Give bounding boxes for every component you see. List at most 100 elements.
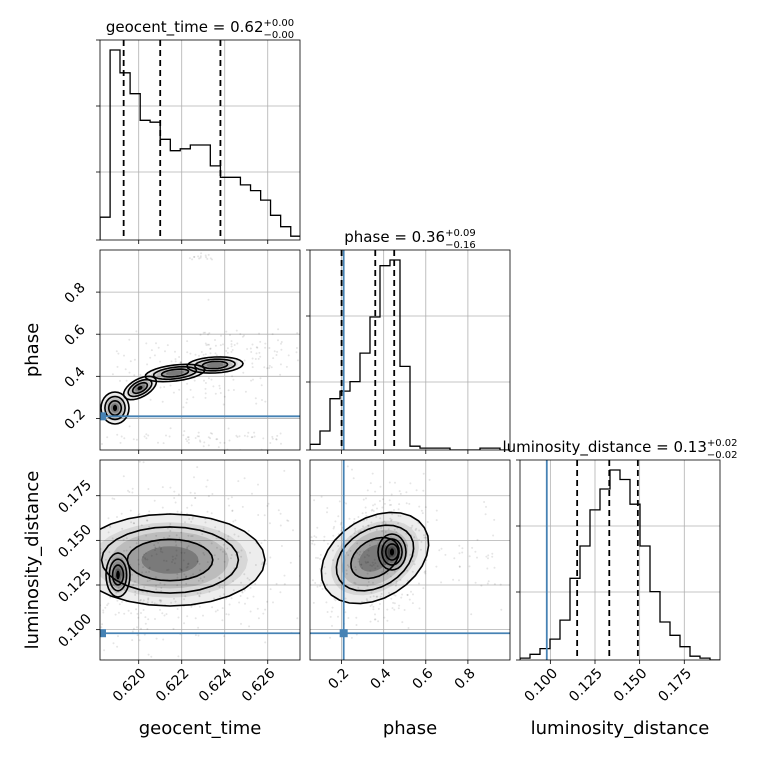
truth-marker bbox=[100, 629, 106, 638]
sample-point bbox=[397, 514, 400, 517]
sample-point bbox=[232, 589, 235, 592]
sample-point bbox=[52, 599, 54, 601]
sample-point bbox=[284, 599, 286, 601]
title-main: luminosity_distance = 0.13 bbox=[502, 438, 706, 457]
sample-point bbox=[381, 530, 384, 533]
sample-point bbox=[174, 557, 177, 560]
sample-point bbox=[116, 599, 119, 602]
sample-point bbox=[176, 584, 179, 587]
sample-point bbox=[144, 616, 147, 619]
sample-point bbox=[169, 523, 172, 525]
sample-point bbox=[227, 389, 230, 392]
sample-point bbox=[226, 347, 229, 350]
sample-point bbox=[166, 372, 169, 375]
sample-point bbox=[493, 583, 496, 586]
sample-point bbox=[249, 551, 251, 554]
sample-point bbox=[253, 435, 256, 438]
sample-point bbox=[153, 602, 156, 605]
sample-point bbox=[275, 438, 278, 441]
sample-point bbox=[386, 608, 389, 611]
sample-point bbox=[223, 560, 226, 563]
sample-point bbox=[198, 439, 201, 442]
sample-point bbox=[154, 618, 156, 620]
sample-point bbox=[111, 537, 114, 540]
sample-point bbox=[120, 435, 123, 438]
sample-point bbox=[239, 595, 242, 597]
sample-point bbox=[329, 615, 332, 618]
sample-point bbox=[368, 544, 371, 547]
sample-point bbox=[120, 512, 123, 515]
sample-point bbox=[148, 566, 151, 569]
sample-point bbox=[277, 339, 279, 342]
sample-point bbox=[226, 351, 229, 354]
sample-point bbox=[218, 530, 221, 533]
sample-point bbox=[146, 363, 149, 366]
sample-point bbox=[355, 568, 358, 571]
sample-point bbox=[458, 552, 461, 555]
sample-point bbox=[371, 508, 374, 511]
sample-point bbox=[395, 582, 398, 585]
sample-point bbox=[365, 497, 367, 500]
sample-point bbox=[422, 489, 425, 492]
sample-point bbox=[264, 400, 267, 403]
sample-point bbox=[461, 551, 464, 554]
sample-point bbox=[175, 544, 178, 547]
sample-point bbox=[199, 577, 202, 580]
density-contour bbox=[111, 564, 125, 586]
sample-point bbox=[204, 521, 207, 524]
sample-point bbox=[217, 446, 220, 449]
density-core bbox=[116, 570, 120, 580]
sample-point bbox=[187, 563, 190, 566]
sample-point bbox=[225, 613, 228, 616]
sample-point bbox=[228, 439, 231, 442]
sample-point bbox=[144, 557, 146, 560]
sample-point bbox=[418, 529, 421, 532]
sample-point bbox=[200, 252, 203, 255]
sample-point bbox=[248, 578, 251, 581]
sample-point bbox=[371, 472, 374, 475]
density-contour bbox=[107, 399, 123, 417]
sample-point bbox=[192, 396, 195, 399]
sample-point bbox=[408, 598, 411, 601]
sample-point bbox=[109, 526, 112, 529]
sample-point bbox=[238, 435, 241, 438]
sample-point bbox=[381, 506, 384, 509]
sample-point bbox=[362, 498, 365, 501]
sample-point bbox=[250, 436, 253, 439]
sample-point bbox=[161, 612, 164, 615]
sample-point bbox=[203, 441, 206, 444]
sample-point bbox=[120, 557, 123, 560]
sample-point bbox=[146, 519, 149, 522]
sample-point bbox=[399, 553, 402, 556]
sample-point bbox=[373, 558, 376, 561]
sample-point bbox=[219, 548, 222, 551]
sample-point bbox=[141, 590, 144, 593]
sample-point bbox=[326, 511, 328, 514]
sample-point bbox=[390, 519, 392, 522]
sample-point bbox=[143, 553, 145, 556]
sample-point bbox=[233, 344, 236, 346]
sample-point bbox=[394, 594, 397, 597]
sample-point bbox=[307, 436, 309, 438]
sample-point bbox=[129, 360, 132, 363]
sample-point bbox=[444, 553, 447, 556]
sample-point bbox=[348, 517, 351, 520]
sample-point bbox=[273, 350, 276, 353]
sample-point bbox=[232, 520, 235, 523]
sample-point bbox=[491, 552, 494, 555]
sample-point bbox=[179, 362, 182, 365]
sample-point bbox=[227, 535, 230, 538]
sample-point bbox=[366, 553, 369, 556]
sample-point bbox=[376, 507, 378, 510]
sample-point bbox=[338, 500, 341, 503]
sample-point bbox=[160, 590, 163, 593]
sample-point bbox=[180, 551, 183, 554]
sample-point bbox=[474, 581, 477, 584]
sample-point bbox=[93, 625, 95, 627]
sample-point bbox=[241, 590, 244, 593]
sample-point bbox=[129, 509, 132, 512]
sample-point bbox=[231, 349, 234, 351]
density-contour bbox=[104, 395, 126, 421]
sample-point bbox=[230, 345, 233, 348]
ytick-label: 0.125 bbox=[55, 566, 95, 606]
